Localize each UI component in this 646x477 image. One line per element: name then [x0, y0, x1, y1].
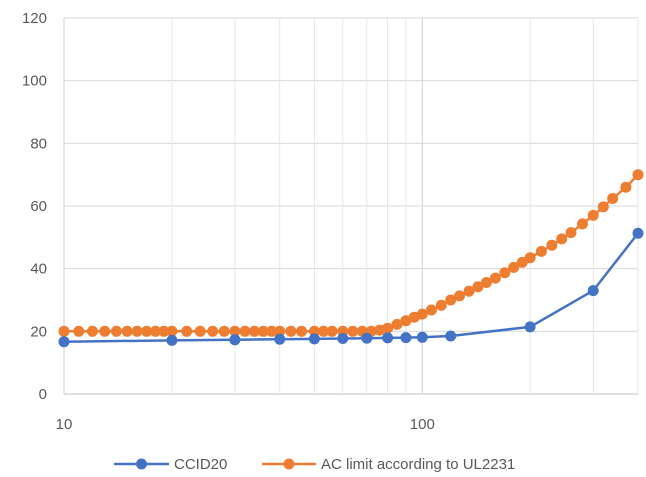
data-point [463, 285, 475, 297]
data-point [274, 333, 286, 345]
x-tick-label: 10 [56, 416, 73, 433]
data-point [472, 281, 484, 293]
data-point [266, 325, 278, 337]
data-point [607, 193, 619, 204]
data-point [632, 227, 644, 239]
data-point [73, 325, 85, 337]
legend-item-ccid20: CCID20 [114, 456, 227, 473]
data-point [587, 209, 599, 221]
data-point [425, 304, 437, 316]
data-point [274, 325, 286, 337]
data-point [257, 325, 269, 337]
data-point [587, 285, 599, 297]
data-point [499, 267, 511, 279]
y-tick-label: 120 [22, 10, 47, 27]
data-point [308, 325, 320, 337]
data-point [361, 332, 373, 344]
data-point [296, 325, 307, 337]
data-point [285, 325, 297, 337]
x-tick-label: 100 [410, 416, 435, 433]
data-point [400, 315, 412, 327]
data-point [556, 233, 568, 245]
axis-tick-labels: 0 20 40 60 80 100 120 10 100 [22, 10, 435, 433]
data-point [218, 325, 230, 337]
data-point [391, 318, 403, 330]
series-line [64, 173, 639, 333]
legend-swatch-marker [283, 458, 295, 470]
data-point [416, 331, 428, 343]
data-point [248, 325, 260, 337]
data-point [229, 325, 241, 337]
data-point [382, 322, 394, 334]
data-point [516, 256, 528, 268]
data-point [194, 325, 206, 337]
legend-label: CCID20 [174, 456, 227, 473]
data-point [239, 325, 251, 337]
series-ac-limit [58, 169, 644, 337]
series-line [63, 232, 639, 343]
y-tick-label: 0 [39, 386, 47, 403]
legend-item-ac-limit: AC limit according to UL2231 [262, 456, 515, 473]
data-point [445, 294, 457, 306]
data-point [508, 261, 520, 273]
data-point [131, 325, 143, 337]
data-point [158, 325, 170, 337]
series-ccid20 [58, 227, 644, 348]
data-point [141, 325, 153, 337]
data-point [99, 325, 111, 337]
data-point [535, 245, 547, 257]
data-point [400, 332, 412, 344]
data-point [416, 308, 428, 320]
data-point [620, 181, 632, 193]
y-tick-label: 60 [30, 198, 47, 215]
data-point [489, 272, 501, 284]
data-point [326, 325, 338, 337]
y-tick-label: 100 [22, 73, 47, 90]
data-point [524, 321, 536, 333]
legend-label: AC limit according to UL2231 [321, 456, 515, 473]
data-point [207, 325, 219, 337]
data-point [445, 330, 457, 342]
data-point [632, 169, 644, 181]
data-point [577, 218, 588, 230]
series-layer [58, 169, 644, 348]
data-point [110, 325, 122, 337]
data-point [546, 239, 558, 251]
data-point [318, 325, 329, 337]
data-point [524, 252, 536, 264]
data-point [181, 325, 193, 337]
data-point [480, 277, 492, 288]
data-point [565, 227, 577, 239]
data-point [166, 334, 178, 346]
data-point [337, 333, 349, 344]
y-tick-label: 80 [30, 135, 47, 152]
data-point [166, 325, 178, 337]
data-point [58, 325, 70, 337]
y-tick-label: 40 [30, 261, 47, 278]
data-point [150, 325, 161, 337]
legend-swatch-marker [136, 458, 147, 470]
data-point [58, 336, 70, 348]
data-point [86, 325, 98, 337]
legend: CCID20 AC limit according to UL2231 [114, 456, 515, 473]
data-point [347, 325, 359, 337]
y-tick-label: 20 [30, 323, 47, 340]
data-point [121, 325, 133, 337]
data-point [435, 299, 447, 311]
data-point [308, 333, 320, 345]
data-point [229, 334, 241, 346]
data-point [454, 290, 465, 302]
data-point [382, 332, 394, 344]
data-point [597, 201, 609, 213]
